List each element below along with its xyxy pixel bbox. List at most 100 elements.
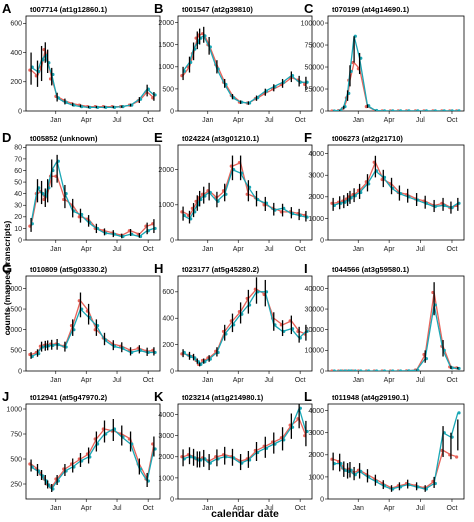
panel-letter: E <box>154 130 163 145</box>
y-tick-label: 0 <box>320 237 324 244</box>
y-tick-label: 1000 <box>308 216 324 223</box>
plot-frame <box>177 144 313 241</box>
series-line-1 <box>333 61 458 111</box>
plot-area <box>180 277 309 367</box>
y-axis-title: counts (mapped transcripts) <box>2 220 12 335</box>
data-point <box>399 369 403 371</box>
x-tick-label: Jul <box>265 117 274 124</box>
panel-letter: D <box>2 130 11 145</box>
y-tick-label: 0 <box>18 368 22 375</box>
y-tick-label: 500 <box>10 348 22 355</box>
y-tick-label: 60 <box>14 168 22 175</box>
data-point <box>347 369 351 371</box>
plot-frame <box>25 403 161 500</box>
x-tick-label: Jul <box>416 505 425 512</box>
x-tick-label: Oct <box>295 377 306 384</box>
panel-title: t006273 (at2g21710) <box>332 134 403 143</box>
x-tick-label: Oct <box>143 117 154 124</box>
y-tick-label: 1000 <box>158 64 174 71</box>
panel-letter: C <box>304 1 314 16</box>
x-tick-label: Oct <box>447 246 458 253</box>
y-tick-label: 4000 <box>308 151 324 158</box>
y-tick-label: 1000 <box>6 327 22 334</box>
x-tick-label: Jul <box>113 117 122 124</box>
x-tick-label: Jan <box>202 377 213 384</box>
x-tick-label: Jan <box>353 377 364 384</box>
x-tick-label: Apr <box>384 246 396 253</box>
data-point <box>424 109 428 111</box>
data-point <box>332 109 336 111</box>
data-point <box>391 369 395 371</box>
y-tick-label: 100000 <box>301 20 324 27</box>
series-line-2 <box>182 34 306 104</box>
x-tick-label: Jul <box>416 117 425 124</box>
y-tick-label: 1000 <box>158 475 174 482</box>
panel-letter: L <box>304 389 312 404</box>
x-tick-label: Apr <box>384 377 396 384</box>
y-tick-label: 10000 <box>305 348 325 355</box>
x-tick-label: Apr <box>233 377 245 384</box>
panel-letter: K <box>154 389 164 404</box>
plot-area <box>28 419 157 492</box>
y-tick-label: 0 <box>170 108 174 115</box>
plot-frame <box>177 275 313 372</box>
data-point <box>391 109 395 111</box>
y-tick-label: 40000 <box>305 286 325 293</box>
y-tick-label: 1000 <box>308 474 324 481</box>
plot-area <box>330 282 461 371</box>
series-line-2 <box>333 304 458 371</box>
plot-frame <box>327 15 465 112</box>
y-tick-label: 0 <box>18 237 22 244</box>
data-point <box>330 369 334 371</box>
data-point <box>382 109 387 111</box>
y-tick-label: 0 <box>170 496 174 503</box>
x-tick-label: Oct <box>143 505 154 512</box>
series-line-1 <box>182 32 307 104</box>
plot-area <box>180 404 309 471</box>
panel-letter: B <box>154 1 163 16</box>
data-point <box>367 369 371 371</box>
x-tick-label: Jul <box>265 377 274 384</box>
panel-title: t012941 (at5g47970.2) <box>30 393 108 402</box>
x-tick-label: Jul <box>416 377 425 384</box>
y-tick-label: 4000 <box>308 408 324 415</box>
x-tick-label: Jul <box>265 505 274 512</box>
series-line-2 <box>182 291 307 366</box>
x-tick-label: Jan <box>353 505 364 512</box>
y-tick-label: 250 <box>10 481 22 488</box>
plot-area <box>28 154 157 239</box>
x-tick-label: Oct <box>447 377 458 384</box>
x-tick-label: Jul <box>113 505 122 512</box>
data-point <box>455 455 459 459</box>
x-tick-label: Jan <box>50 377 61 384</box>
data-point <box>407 109 411 111</box>
panel-title: t005852 (unknown) <box>30 134 98 143</box>
series-line-2 <box>30 159 155 238</box>
x-tick-label: Apr <box>384 505 396 512</box>
y-tick-label: 0 <box>320 368 324 375</box>
plot-frame <box>25 144 161 241</box>
y-tick-label: 4000 <box>158 412 174 419</box>
panel-letter: I <box>304 261 308 276</box>
x-tick-label: Apr <box>233 117 245 124</box>
y-tick-label: 200 <box>162 342 174 349</box>
plot-area <box>28 42 157 109</box>
x-tick-label: Oct <box>447 117 458 124</box>
y-tick-label: 25000 <box>305 86 325 93</box>
y-tick-label: 3000 <box>308 430 324 437</box>
x-tick-label: Apr <box>233 246 245 253</box>
data-point <box>407 369 411 371</box>
y-tick-label: 2000 <box>158 167 174 174</box>
x-tick-label: Jan <box>202 117 213 124</box>
series-line-1 <box>30 175 155 237</box>
panel-title: t007714 (at1g12860.1) <box>30 5 108 14</box>
x-tick-label: Jul <box>265 246 274 253</box>
data-point <box>330 109 334 111</box>
x-tick-label: Jul <box>113 377 122 384</box>
